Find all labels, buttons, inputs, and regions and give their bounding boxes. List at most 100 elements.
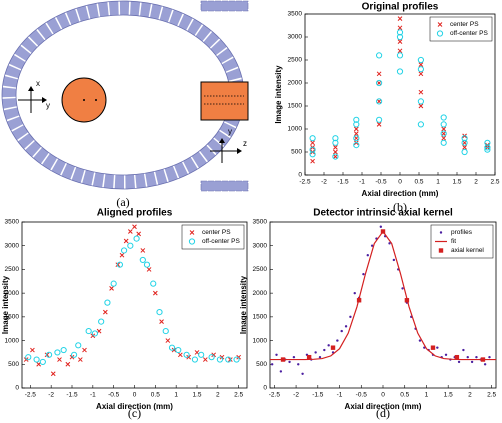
- panel-label: (c): [128, 406, 141, 420]
- y-tick-label: 500: [256, 361, 267, 368]
- chart-title: Detector intrinsic axial kernel: [313, 208, 453, 219]
- y-tick-label: 3000: [253, 242, 268, 249]
- marker-x: [376, 99, 382, 104]
- panel-label: (a): [116, 195, 129, 209]
- x-tick-label: -2.5: [299, 179, 311, 186]
- marker-x: [127, 229, 133, 234]
- marker-dot: [362, 272, 365, 276]
- x-tick-label: 1: [174, 392, 178, 399]
- x-tick-label: 2: [474, 179, 478, 186]
- marker-x: [119, 252, 125, 258]
- y-tick-label: 2500: [253, 266, 268, 273]
- marker-x: [376, 122, 382, 127]
- x-tick-label: -1: [90, 392, 96, 399]
- marker-x: [165, 338, 171, 343]
- marker-square: [356, 298, 362, 303]
- marker-dot: [279, 370, 283, 373]
- marker-dot: [270, 363, 274, 366]
- legend-box: [181, 224, 245, 250]
- marker-dot: [340, 329, 343, 333]
- x-tick-label: -1.5: [337, 179, 349, 186]
- marker-x: [211, 352, 217, 358]
- marker-square: [438, 248, 444, 253]
- marker-dot: [301, 372, 304, 375]
- marker-circle: [417, 66, 424, 73]
- y-tick-label: 1000: [288, 126, 303, 133]
- marker-circle: [440, 121, 447, 128]
- marker-x: [227, 357, 233, 362]
- marker-x: [418, 62, 424, 67]
- marker-dot: [483, 363, 487, 366]
- marker-dot: [297, 363, 300, 366]
- marker-x: [437, 22, 443, 27]
- legend-label: profiles: [451, 229, 473, 236]
- marker-x: [462, 145, 467, 150]
- marker-x: [202, 357, 208, 362]
- marker-circle: [396, 33, 404, 41]
- chart-title: Aligned profiles: [97, 208, 173, 219]
- legend-label: fit: [451, 238, 456, 245]
- marker-dot: [466, 355, 469, 359]
- detector-block: [200, 0, 249, 12]
- marker-dot: [388, 242, 391, 245]
- marker-circle: [417, 121, 424, 128]
- x-tick-label: 0.5: [151, 392, 160, 399]
- marker-circle: [353, 116, 360, 123]
- marker-circle: [376, 116, 383, 123]
- phantom-center: [83, 99, 85, 101]
- marker-circle: [309, 146, 316, 153]
- x-tick-label: -0.5: [108, 392, 120, 399]
- marker-dot: [475, 355, 478, 359]
- marker-x: [376, 71, 382, 77]
- x-tick-label: -1: [337, 392, 343, 399]
- marker-x: [418, 71, 424, 77]
- x-axis-label: Axial direction (mm): [345, 402, 422, 411]
- marker-circle: [436, 30, 444, 37]
- x-tick-label: -2: [321, 179, 327, 186]
- y-tick-label: 0: [15, 385, 19, 392]
- phantom-offcenter: [95, 99, 97, 101]
- marker-square: [306, 354, 312, 360]
- marker-x: [219, 354, 225, 360]
- legend-label: center PS: [450, 21, 479, 28]
- marker-circle: [156, 309, 163, 316]
- marker-x: [189, 230, 195, 235]
- marker-circle: [104, 299, 111, 306]
- marker-circle: [120, 247, 128, 254]
- marker-x: [236, 354, 242, 360]
- axis-label: z: [243, 139, 247, 148]
- marker-circle: [116, 261, 124, 268]
- y-tick-label: 2500: [288, 57, 303, 64]
- marker-dot: [314, 351, 317, 354]
- ring-inner-edge: [15, 14, 231, 176]
- marker-circle: [233, 356, 240, 363]
- marker-circle: [309, 135, 316, 142]
- legend-label: off-center PS: [202, 238, 240, 245]
- x-axis-label: Axial direction (mm): [96, 402, 173, 411]
- marker-x: [397, 25, 403, 31]
- marker-x: [397, 39, 403, 44]
- marker-dot: [370, 244, 374, 247]
- marker-circle: [396, 52, 404, 59]
- marker-circle: [198, 351, 205, 358]
- y-tick-label: 3500: [288, 11, 303, 18]
- marker-x: [90, 333, 96, 339]
- y-axis-label: Image intensity: [239, 275, 248, 334]
- marker-square: [330, 345, 336, 350]
- marker-circle: [98, 318, 105, 325]
- y-tick-label: 0: [298, 172, 302, 179]
- x-tick-label: 1: [425, 392, 429, 399]
- panel-label: (d): [376, 406, 390, 420]
- marker-square: [280, 357, 286, 362]
- chart-panel: Aligned profiles Axial direction (mm) Imag…: [1, 208, 248, 420]
- y-axis-label: Image intensity: [1, 275, 10, 334]
- marker-circle: [33, 356, 40, 363]
- detector-block: [200, 180, 249, 192]
- marker-dot: [401, 287, 404, 290]
- y-axis-label: Image intensity: [274, 65, 283, 124]
- y-tick-label: 3500: [253, 219, 268, 226]
- marker-circle: [376, 52, 383, 59]
- marker-circle: [168, 344, 176, 351]
- marker-circle: [85, 327, 92, 335]
